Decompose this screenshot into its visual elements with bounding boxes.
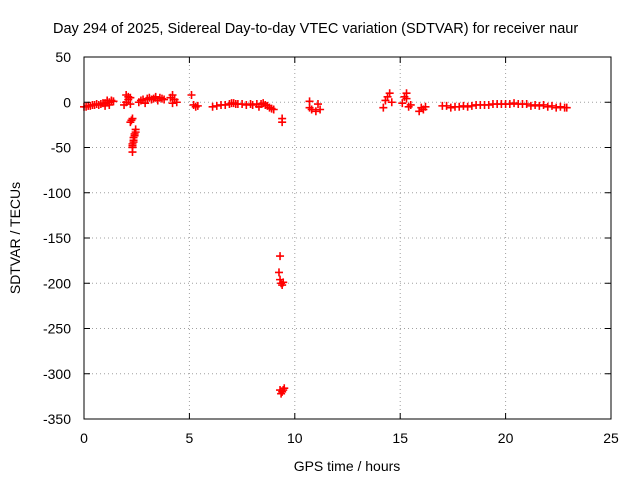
data-point	[406, 100, 415, 109]
data-point	[141, 99, 150, 108]
data-point	[128, 114, 137, 123]
data-point	[463, 102, 472, 111]
data-point	[274, 268, 283, 277]
data-point	[193, 101, 202, 110]
data-point	[168, 99, 177, 108]
data-point	[126, 100, 135, 109]
data-point	[279, 386, 288, 395]
data-point	[442, 101, 451, 110]
data-point	[484, 100, 493, 109]
data-point	[311, 107, 320, 116]
data-point	[130, 129, 139, 138]
y-tick-label: -250	[43, 321, 71, 337]
data-point	[212, 101, 221, 110]
data-point	[547, 101, 556, 110]
data-point	[379, 103, 388, 112]
points-layer	[80, 89, 571, 398]
x-tick-label: 5	[186, 430, 194, 446]
tick-layer: 50 0 -50 -100 -150 -200 -250 -300 -350 0 5 10 15 20 25	[43, 49, 619, 446]
data-point	[127, 116, 136, 125]
data-point	[276, 252, 285, 261]
data-point	[552, 103, 561, 112]
data-point	[269, 105, 278, 114]
data-point	[421, 102, 430, 111]
data-point	[398, 99, 407, 108]
data-point	[208, 102, 217, 111]
y-tick-label: -100	[43, 185, 71, 201]
data-point	[467, 101, 476, 110]
x-tick-label: 25	[603, 430, 619, 446]
data-point	[279, 278, 288, 287]
x-tick-label: 10	[287, 430, 303, 446]
data-point	[535, 101, 544, 110]
data-point	[522, 100, 531, 109]
y-tick-label: -50	[51, 140, 71, 156]
y-tick-label: 0	[63, 94, 71, 110]
data-point	[129, 138, 138, 147]
x-tick-label: 15	[392, 430, 408, 446]
data-point	[101, 101, 110, 110]
data-point	[168, 91, 177, 100]
chart-title: Day 294 of 2025, Sidereal Day-to-day VTE…	[53, 21, 578, 37]
data-point	[510, 99, 519, 108]
data-point	[151, 92, 160, 101]
data-point	[280, 384, 289, 393]
data-point	[105, 100, 114, 109]
data-point	[543, 102, 552, 111]
y-tick-label: -150	[43, 230, 71, 246]
y-tick-label: 50	[55, 49, 71, 65]
data-point	[248, 100, 257, 109]
y-tick-label: -350	[43, 411, 71, 427]
data-point	[107, 96, 116, 105]
data-point	[307, 105, 316, 114]
y-tick-label: -200	[43, 275, 71, 291]
data-point	[455, 102, 464, 111]
data-point	[278, 118, 287, 127]
data-point	[526, 101, 535, 110]
data-point	[187, 91, 196, 100]
data-point	[131, 125, 140, 134]
data-point	[505, 100, 514, 109]
data-point	[316, 105, 325, 114]
data-point	[556, 102, 565, 111]
data-point	[160, 95, 169, 104]
data-point	[128, 141, 137, 150]
data-point	[313, 100, 322, 109]
data-point	[238, 100, 247, 109]
x-tick-label: 0	[80, 430, 88, 446]
data-point	[402, 89, 411, 98]
grid-layer	[84, 57, 611, 419]
data-point	[385, 89, 394, 98]
data-point	[539, 100, 548, 109]
data-point	[221, 100, 230, 109]
x-tick-label: 20	[498, 430, 514, 446]
data-point	[562, 103, 571, 112]
x-axis-label: GPS time / hours	[294, 458, 401, 474]
data-point	[172, 98, 181, 107]
y-tick-label: -300	[43, 366, 71, 382]
data-point	[446, 103, 455, 112]
data-point	[387, 98, 396, 107]
y-axis-label: SDTVAR / TECUs	[7, 182, 23, 294]
data-point	[531, 100, 540, 109]
data-point	[459, 101, 468, 110]
